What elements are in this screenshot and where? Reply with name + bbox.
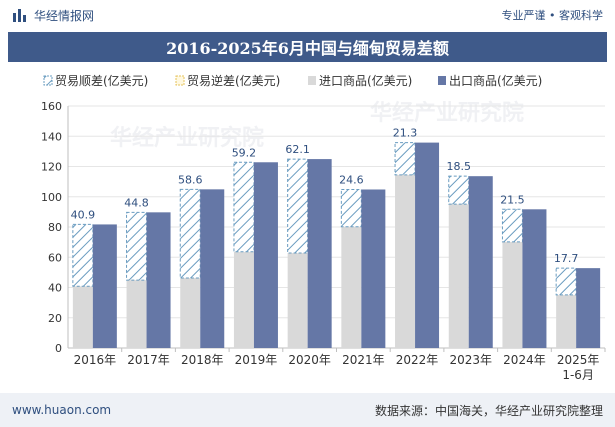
legend-swatch-deficit	[175, 75, 185, 86]
data-label: 58.6	[178, 173, 203, 186]
bar-surplus	[448, 175, 470, 205]
bar-import	[341, 226, 362, 348]
bar-import	[502, 241, 523, 348]
bar-import	[556, 294, 577, 348]
bar-export	[576, 268, 601, 348]
bar-surplus	[287, 158, 309, 254]
slogan: 专业严谨 • 客观科学	[501, 9, 603, 22]
bar-surplus	[501, 208, 523, 243]
bar-surplus	[126, 211, 148, 281]
top-bar: 华经情报网 专业严谨 • 客观科学	[0, 0, 615, 30]
x-tick-label: 2024年	[503, 353, 546, 367]
legend-swatch-export	[438, 76, 446, 85]
y-tick-label: 100	[41, 191, 62, 204]
y-tick-label: 140	[41, 130, 62, 143]
data-label: 24.6	[339, 173, 364, 186]
brand-name: 华经情报网	[34, 8, 95, 23]
x-tick-label: 2016年	[74, 353, 117, 367]
bar-import	[287, 253, 308, 348]
bar-chart: 贸易顺差(亿美元) 贸易逆差(亿美元) 进口商品(亿美元) 出口商品(亿美元) 0 20 4…	[41, 73, 606, 382]
y-tick-label: 0	[55, 342, 62, 355]
bar-surplus	[555, 267, 577, 296]
y-tick-label: 80	[48, 221, 62, 234]
x-tick-label-line2: 1-6月	[562, 368, 594, 382]
footer: www.huaon.com 数据来源：中国海关，华经产业研究院整理	[0, 393, 615, 427]
x-tick-label: 2021年	[342, 353, 385, 367]
bar-export	[361, 189, 386, 348]
bar-import	[233, 251, 254, 348]
bar-surplus	[179, 188, 201, 279]
y-tick-label: 120	[41, 161, 62, 174]
data-label: 62.1	[285, 143, 310, 156]
legend-label: 进口商品(亿美元)	[319, 73, 412, 88]
footer-url[interactable]: www.huaon.com	[12, 403, 112, 417]
x-tick-label: 2022年	[396, 353, 439, 367]
data-label: 18.5	[447, 160, 472, 173]
bar-surplus	[72, 223, 94, 287]
x-tick-label: 2020年	[288, 353, 331, 367]
bar-export	[415, 142, 440, 348]
y-tick-label: 20	[48, 312, 62, 325]
legend-label: 出口商品(亿美元)	[449, 73, 542, 88]
x-tick-label: 2017年	[127, 353, 170, 367]
bar-surplus	[340, 188, 362, 228]
bar-export	[200, 189, 225, 348]
bar-export	[468, 176, 493, 348]
data-label: 40.9	[71, 208, 96, 221]
x-tick-label: 2019年	[235, 353, 278, 367]
data-label: 21.3	[393, 127, 418, 140]
x-tick-label: 2018年	[181, 353, 224, 367]
data-label: 59.2	[232, 146, 257, 159]
bar-export	[92, 224, 117, 348]
x-tick-label: 2025年	[557, 353, 600, 367]
bar-export	[253, 162, 278, 348]
bar-import	[72, 286, 93, 348]
data-label: 17.7	[554, 252, 579, 265]
bar-surplus	[233, 161, 255, 253]
chart-title-bar: 2016-2025年6月中国与缅甸贸易差额	[8, 32, 607, 62]
bar-import	[180, 277, 201, 348]
bar-surplus	[394, 142, 416, 176]
y-tick-label: 60	[48, 251, 62, 264]
bar-export	[307, 159, 332, 348]
bar-import	[395, 174, 416, 348]
y-tick-label: 40	[48, 282, 62, 295]
bar-import	[448, 204, 469, 348]
footer-source: 数据来源：中国海关，华经产业研究院整理	[374, 403, 603, 418]
legend-label: 贸易逆差(亿美元)	[187, 73, 280, 88]
bar-export	[146, 212, 171, 348]
legend-swatch-import	[308, 76, 316, 85]
chart-title: 2016-2025年6月中国与缅甸贸易差额	[166, 39, 449, 58]
legend-swatch-surplus	[43, 75, 53, 86]
legend-label: 贸易顺差(亿美元)	[55, 73, 148, 88]
bar-import	[126, 280, 147, 348]
data-label: 44.8	[124, 196, 149, 209]
x-tick-label: 2023年	[449, 353, 492, 367]
huajing-logo-icon	[13, 9, 26, 22]
bar-export	[522, 209, 547, 348]
y-tick-label: 160	[41, 100, 62, 113]
data-label: 21.5	[500, 193, 525, 206]
brand: 华经情报网	[12, 7, 94, 24]
